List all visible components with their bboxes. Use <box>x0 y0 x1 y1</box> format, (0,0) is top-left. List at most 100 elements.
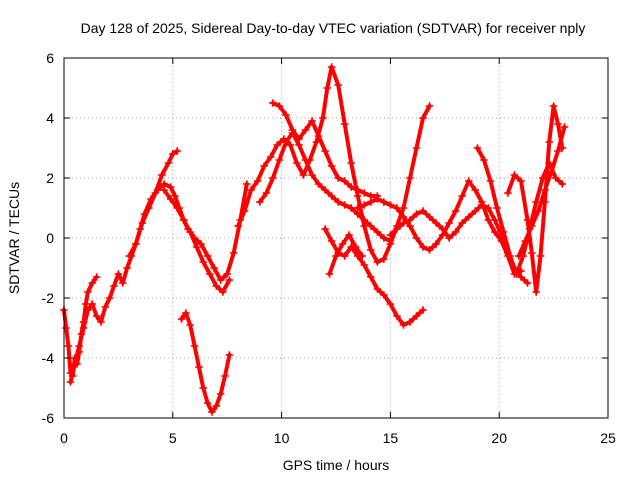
data-point <box>325 270 334 278</box>
data-point <box>393 312 401 320</box>
data-point <box>199 258 208 266</box>
data-point <box>179 216 188 224</box>
data-point <box>523 216 532 224</box>
data-point <box>66 378 75 386</box>
data-point <box>301 156 310 164</box>
data-series-arc-10 <box>325 231 366 278</box>
data-point <box>234 222 242 230</box>
data-point <box>145 204 153 212</box>
data-point <box>295 141 303 149</box>
data-point <box>373 258 382 266</box>
data-point <box>353 192 362 200</box>
data-point <box>358 252 366 260</box>
data-point <box>195 363 203 371</box>
data-point <box>484 204 493 212</box>
data-point <box>314 132 323 140</box>
x-tick-label: 20 <box>491 430 507 446</box>
data-point <box>288 126 297 134</box>
data-point <box>399 219 408 227</box>
data-point <box>205 270 214 278</box>
data-point <box>84 306 92 314</box>
data-point <box>360 201 369 209</box>
data-series-arc-8 <box>269 99 382 200</box>
data-point <box>367 246 375 254</box>
data-series-arc-11 <box>353 177 525 278</box>
data-point <box>558 180 567 188</box>
data-point <box>386 237 395 245</box>
data-point <box>412 234 421 242</box>
data-point <box>412 312 421 320</box>
data-point <box>353 204 362 212</box>
x-tick-label: 15 <box>383 430 399 446</box>
y-tick-label: 4 <box>46 110 54 126</box>
x-tick-label: 0 <box>60 430 68 446</box>
y-tick-label: 2 <box>46 170 54 186</box>
data-point <box>340 252 349 260</box>
data-point <box>262 189 271 197</box>
data-point <box>353 210 362 218</box>
data-point <box>190 342 199 350</box>
data-point <box>399 204 408 212</box>
data-point <box>225 351 234 359</box>
data-point <box>458 219 467 227</box>
data-point <box>517 273 525 281</box>
data-point <box>101 303 110 311</box>
data-point <box>256 198 264 206</box>
data-point <box>332 252 340 260</box>
data-point <box>464 213 473 221</box>
data-series-arc-3 <box>125 147 181 260</box>
data-series-arc-15 <box>514 123 569 260</box>
data-point <box>554 120 562 128</box>
data-point <box>301 126 310 134</box>
data-point <box>160 180 168 188</box>
data-point <box>132 240 140 248</box>
data-point <box>380 255 388 263</box>
data-point <box>275 156 284 164</box>
data-point <box>367 198 375 206</box>
data-point <box>367 273 375 281</box>
data-point <box>340 177 349 185</box>
data-point <box>242 180 251 188</box>
data-point <box>327 237 336 245</box>
data-point <box>321 186 329 194</box>
data-point <box>88 279 97 287</box>
data-point <box>286 141 295 149</box>
data-layer <box>60 63 569 416</box>
data-point <box>173 147 181 155</box>
data-point <box>260 162 268 170</box>
data-point <box>386 231 395 239</box>
data-point <box>477 201 486 209</box>
data-point <box>386 201 395 209</box>
y-tick-label: -6 <box>42 410 55 426</box>
data-point <box>491 216 499 224</box>
data-point <box>504 189 512 197</box>
data-point <box>97 318 105 326</box>
data-point <box>160 186 168 194</box>
data-point <box>541 186 549 194</box>
y-axis-label: SDTVAR / TECUs <box>6 182 22 294</box>
data-point <box>528 249 536 257</box>
data-point <box>464 177 473 185</box>
data-point <box>399 213 408 221</box>
data-point <box>499 228 508 236</box>
data-point <box>425 246 434 254</box>
data-point <box>219 288 227 296</box>
data-series-arc-12 <box>386 201 532 287</box>
data-point <box>534 207 543 215</box>
data-point <box>173 204 181 212</box>
data-point <box>125 252 134 260</box>
data-point <box>123 264 131 272</box>
data-point <box>192 243 201 251</box>
data-point <box>471 207 480 215</box>
data-point <box>166 183 175 191</box>
data-point <box>493 204 501 212</box>
data-point <box>158 171 166 179</box>
data-point <box>353 186 362 194</box>
data-point <box>506 252 514 260</box>
data-point <box>105 294 114 302</box>
data-point <box>536 252 545 260</box>
data-point <box>491 228 499 236</box>
data-point <box>386 300 395 308</box>
data-point <box>334 81 342 89</box>
